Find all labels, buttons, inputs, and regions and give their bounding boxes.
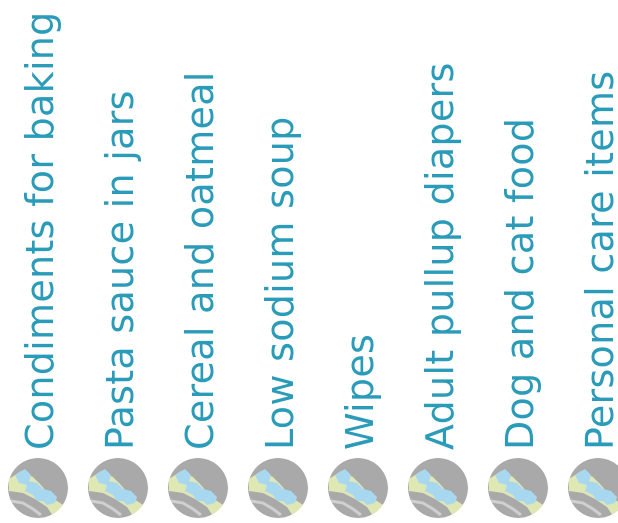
map-icon[interactable] — [167, 457, 229, 519]
map-icon[interactable] — [407, 457, 469, 519]
list-item[interactable]: Personal care items — [560, 0, 618, 523]
item-label: Adult pullup diapers — [418, 62, 462, 450]
list-item[interactable]: Cereal and oatmeal — [160, 0, 240, 523]
map-icon[interactable] — [487, 457, 549, 519]
item-label: Pasta sauce in jars — [98, 90, 142, 450]
map-icon[interactable] — [567, 457, 618, 519]
map-icon[interactable] — [327, 457, 389, 519]
item-label: Condiments for baking — [18, 11, 62, 450]
list-item[interactable]: Wipes — [320, 0, 400, 523]
map-icon[interactable] — [247, 457, 309, 519]
item-label: Low sodium soup — [258, 116, 302, 450]
list-item[interactable]: Adult pullup diapers — [400, 0, 480, 523]
list-item[interactable]: Dog and cat food — [480, 0, 560, 523]
list-item[interactable]: Condiments for baking — [0, 0, 80, 523]
item-label: Wipes — [338, 333, 382, 450]
map-icon[interactable] — [7, 457, 69, 519]
list-item[interactable]: Pasta sauce in jars — [80, 0, 160, 523]
item-label: Personal care items — [578, 70, 618, 450]
list-item[interactable]: Low sodium soup — [240, 0, 320, 523]
item-label: Cereal and oatmeal — [178, 71, 222, 450]
map-icon[interactable] — [87, 457, 149, 519]
item-label: Dog and cat food — [498, 117, 542, 450]
